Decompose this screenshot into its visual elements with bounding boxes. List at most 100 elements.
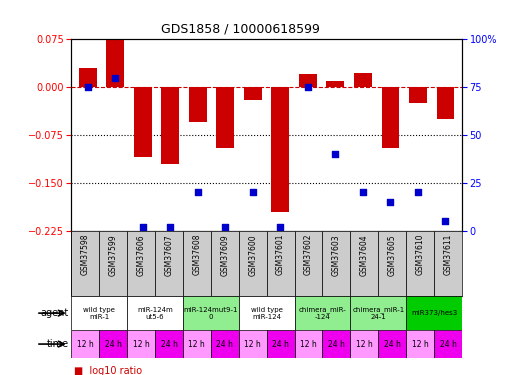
Point <box>441 218 450 224</box>
Text: chimera_miR-1
24-1: chimera_miR-1 24-1 <box>352 306 404 320</box>
Text: 24 h: 24 h <box>440 340 457 349</box>
Bar <box>326 81 344 87</box>
Bar <box>162 87 180 164</box>
Text: GSM37602: GSM37602 <box>304 234 313 275</box>
Bar <box>406 296 462 330</box>
Bar <box>155 231 183 296</box>
Text: GSM37606: GSM37606 <box>137 234 146 276</box>
Bar <box>406 330 434 358</box>
Text: GSM37598: GSM37598 <box>81 234 90 275</box>
Point <box>138 224 147 230</box>
Text: GSM37609: GSM37609 <box>220 234 229 276</box>
Bar <box>239 231 267 296</box>
Text: GSM37601: GSM37601 <box>276 234 285 275</box>
Bar <box>155 330 183 358</box>
Point <box>331 151 340 157</box>
Bar <box>267 330 295 358</box>
Text: GSM37600: GSM37600 <box>248 234 257 276</box>
Text: GSM37603: GSM37603 <box>332 234 341 276</box>
Point <box>221 224 230 230</box>
Text: agent: agent <box>40 308 69 318</box>
Bar <box>183 330 211 358</box>
Point <box>83 84 92 90</box>
Bar <box>295 296 351 330</box>
Bar <box>99 330 127 358</box>
Text: GSM37605: GSM37605 <box>388 234 397 276</box>
Text: GSM37608: GSM37608 <box>192 234 201 275</box>
Text: 12 h: 12 h <box>188 340 205 349</box>
Point <box>304 84 312 90</box>
Text: 12 h: 12 h <box>300 340 317 349</box>
Bar <box>267 231 295 296</box>
Point <box>276 224 285 230</box>
Point <box>194 189 202 195</box>
Bar <box>271 87 289 212</box>
Point <box>386 199 395 205</box>
Text: 24 h: 24 h <box>216 340 233 349</box>
Bar <box>127 330 155 358</box>
Text: 12 h: 12 h <box>77 340 93 349</box>
Point <box>359 189 367 195</box>
Text: 24 h: 24 h <box>105 340 121 349</box>
Bar <box>434 330 462 358</box>
Text: 24 h: 24 h <box>328 340 345 349</box>
Text: 24 h: 24 h <box>272 340 289 349</box>
Text: GSM37607: GSM37607 <box>164 234 174 276</box>
Point <box>111 75 119 81</box>
Text: wild type
miR-1: wild type miR-1 <box>83 307 115 320</box>
Bar <box>434 231 462 296</box>
Bar <box>299 74 317 87</box>
Bar <box>295 330 323 358</box>
Text: 24 h: 24 h <box>161 340 177 349</box>
Text: chimera_miR-
-124: chimera_miR- -124 <box>298 306 346 320</box>
Bar <box>244 87 262 100</box>
Bar <box>127 231 155 296</box>
Bar <box>351 330 378 358</box>
Text: GSM37610: GSM37610 <box>416 234 425 275</box>
Text: 12 h: 12 h <box>356 340 373 349</box>
Text: GSM37599: GSM37599 <box>109 234 118 276</box>
Bar <box>71 296 127 330</box>
Bar <box>99 231 127 296</box>
Bar <box>211 330 239 358</box>
Bar <box>239 330 267 358</box>
Bar <box>323 330 351 358</box>
Bar <box>183 231 211 296</box>
Text: GDS1858 / 10000618599: GDS1858 / 10000618599 <box>161 22 319 36</box>
Point <box>414 189 422 195</box>
Text: GSM37611: GSM37611 <box>444 234 452 275</box>
Point <box>249 189 257 195</box>
Bar <box>351 296 406 330</box>
Text: ■  log10 ratio: ■ log10 ratio <box>74 366 142 375</box>
Text: 24 h: 24 h <box>384 340 401 349</box>
Bar <box>323 231 351 296</box>
Bar <box>378 231 406 296</box>
Text: 12 h: 12 h <box>244 340 261 349</box>
Bar <box>382 87 399 148</box>
Text: time: time <box>46 339 69 349</box>
Point <box>166 224 175 230</box>
Bar <box>211 231 239 296</box>
Bar <box>127 296 183 330</box>
Bar <box>409 87 427 103</box>
Bar <box>183 296 239 330</box>
Text: miR-124mut9-1
0: miR-124mut9-1 0 <box>184 307 238 320</box>
Text: wild type
miR-124: wild type miR-124 <box>251 307 282 320</box>
Bar <box>216 87 234 148</box>
Bar <box>354 73 372 87</box>
Bar <box>239 296 295 330</box>
Bar <box>79 68 97 87</box>
Bar <box>295 231 323 296</box>
Text: 12 h: 12 h <box>133 340 149 349</box>
Bar <box>437 87 455 119</box>
Text: miR373/hes3: miR373/hes3 <box>411 310 457 316</box>
Text: GSM37604: GSM37604 <box>360 234 369 276</box>
Text: miR-124m
ut5-6: miR-124m ut5-6 <box>137 307 173 320</box>
Bar <box>71 330 99 358</box>
Bar <box>189 87 207 122</box>
Text: 12 h: 12 h <box>412 340 429 349</box>
Bar <box>134 87 152 158</box>
Bar <box>106 39 124 87</box>
Bar <box>351 231 378 296</box>
Bar <box>71 231 99 296</box>
